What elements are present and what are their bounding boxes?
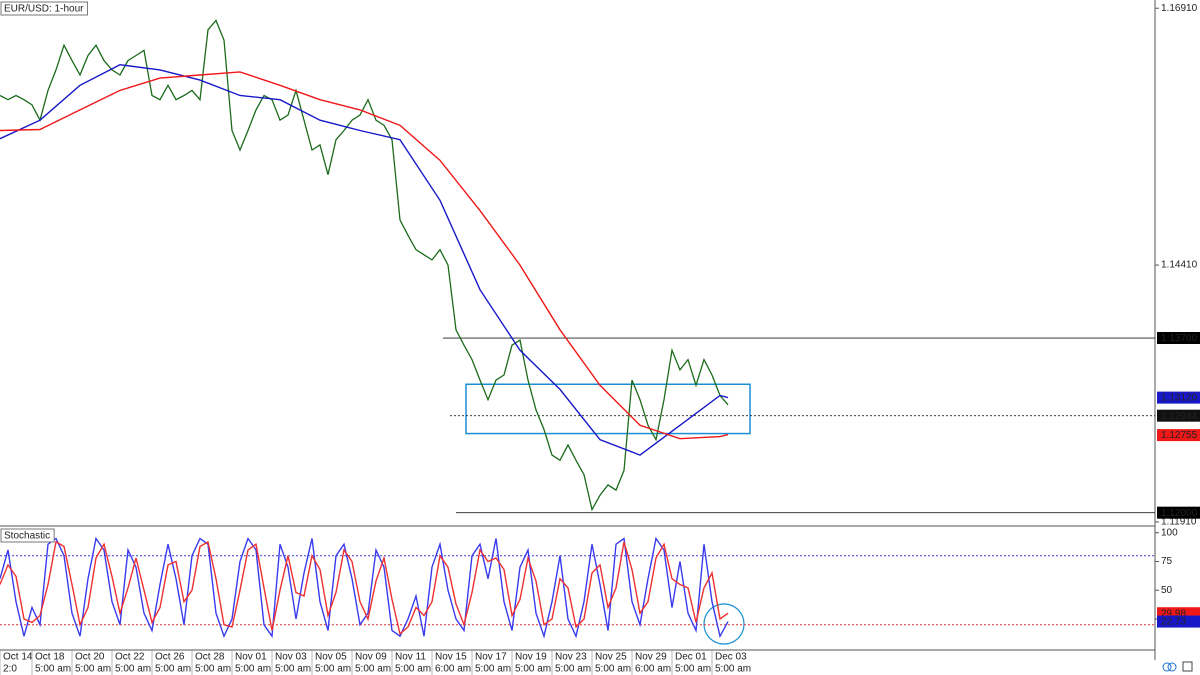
x-tick-label: Nov 11: [395, 652, 426, 663]
x-tick-label: Nov 23: [555, 652, 587, 663]
x-time-label: 5:00 am: [115, 664, 151, 675]
highlight-circle: [703, 603, 745, 645]
price-tag-label: 1.12755: [1161, 430, 1198, 441]
x-time-label: 5:00 am: [555, 664, 591, 675]
x-time-label: 5:00 am: [475, 664, 511, 675]
x-time-label: 5:00 am: [715, 664, 751, 675]
x-time-label: 6:00 am: [635, 664, 671, 675]
x-time-label: 5:00 am: [595, 664, 631, 675]
series-line: [0, 71, 729, 440]
x-tick-label: Nov 19: [515, 652, 547, 663]
y-tick-label: 1.11910: [1161, 517, 1197, 528]
x-time-label: 5:00 am: [675, 664, 711, 675]
x-tick-label: Nov 05: [315, 652, 347, 663]
x-tick-label: Oct 20: [75, 652, 105, 663]
series-line: [0, 540, 729, 636]
y-tick-label: 1.16910: [1161, 3, 1198, 14]
price-tag-label: 1.13700: [1161, 333, 1198, 344]
x-time-label: 5:00 am: [515, 664, 551, 675]
x-tick-label: Dec 03: [715, 652, 747, 663]
pane-title-box: [0, 528, 55, 543]
x-tick-label: Nov 15: [435, 652, 467, 663]
pane-title: Stochastic: [4, 531, 50, 542]
y-tick-label: 1.14410: [1161, 260, 1198, 271]
link-icon[interactable]: [1167, 662, 1177, 672]
price-tag-label: 1.12944: [1161, 411, 1198, 422]
price-tag-label: 1.12000: [1161, 508, 1198, 519]
x-time-label: 5:00 am: [275, 664, 311, 675]
price-tag-label: 22.73: [1161, 617, 1186, 628]
x-time-label: 5:00 am: [35, 664, 71, 675]
x-tick-label: Nov 29: [635, 652, 667, 663]
x-time-label: 5:00 am: [235, 664, 271, 675]
x-tick-label: Nov 25: [595, 652, 627, 663]
x-tick-label: Oct 14: [3, 652, 33, 663]
x-tick-label: Nov 09: [355, 652, 387, 663]
price-tag: [1157, 409, 1200, 422]
y-tick-label: 100: [1161, 527, 1178, 538]
x-time-label: 2:0: [3, 664, 17, 675]
pane-title-box: [0, 1, 88, 16]
price-tag: [1157, 615, 1200, 628]
link-icon[interactable]: [1162, 662, 1172, 672]
x-time-label: 5:00 am: [315, 664, 351, 675]
x-time-label: 6:00 am: [435, 664, 471, 675]
support-zone: [465, 383, 751, 435]
price-tag-label: 29.98: [1161, 608, 1186, 619]
x-tick-label: Nov 17: [475, 652, 507, 663]
price-tag: [1157, 429, 1200, 442]
settings-icon[interactable]: [1182, 661, 1193, 672]
price-tag-label: 1.13120: [1161, 393, 1198, 404]
x-time-label: 5:00 am: [395, 664, 431, 675]
y-tick-label: 75: [1161, 556, 1173, 567]
price-tag: [1157, 391, 1200, 404]
price-tag: [1157, 506, 1200, 519]
x-time-label: 5:00 am: [155, 664, 191, 675]
x-tick-label: Nov 03: [275, 652, 307, 663]
y-tick-label: 50: [1161, 585, 1173, 596]
toolbar-icons[interactable]: [1162, 661, 1193, 672]
x-time-label: 5:00 am: [355, 664, 391, 675]
series-line: [0, 536, 729, 639]
series-line: [0, 63, 729, 456]
x-tick-label: Nov 01: [235, 652, 267, 663]
series-line: [0, 19, 729, 512]
x-tick-label: Oct 28: [195, 652, 225, 663]
x-tick-label: Oct 18: [35, 652, 65, 663]
x-time-label: 5:00 am: [75, 664, 111, 675]
pane-title: EUR/USD: 1-hour: [4, 4, 84, 15]
x-tick-label: Oct 22: [115, 652, 145, 663]
x-tick-label: Dec 01: [675, 652, 707, 663]
x-time-label: 5:00 am: [195, 664, 231, 675]
x-tick-label: Oct 26: [155, 652, 185, 663]
price-tag: [1157, 332, 1200, 345]
